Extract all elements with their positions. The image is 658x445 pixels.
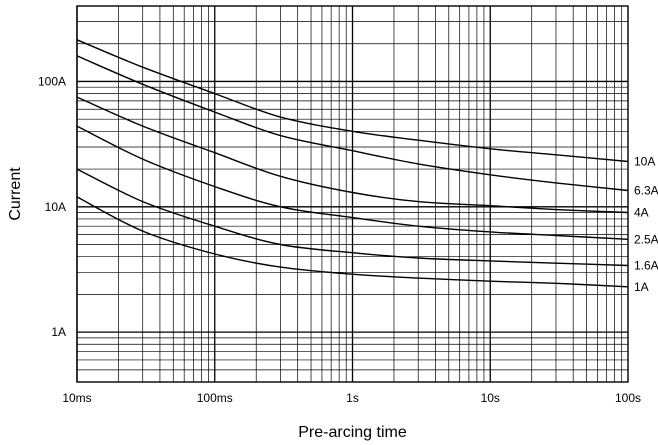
y-tick-labels: 1A 10A 100A xyxy=(38,74,66,339)
plot-frame xyxy=(76,5,629,383)
y-tick-label: 100A xyxy=(38,74,66,88)
y-tick-label: 1A xyxy=(51,325,66,339)
x-tick-label: 10s xyxy=(481,391,500,405)
x-tick-label: 100s xyxy=(615,391,641,405)
series-label-2.5A: 2.5A xyxy=(634,232,658,246)
series-labels: 10A 6.3A 4A 2.5A 1.6A 1A xyxy=(634,154,658,293)
series-label-6.3A: 6.3A xyxy=(634,183,658,197)
curve-2.5A xyxy=(76,125,629,240)
series-label-4A: 4A xyxy=(634,206,649,220)
curve-1A xyxy=(76,196,629,288)
y-tick-label: 10A xyxy=(45,200,66,214)
y-axis-title: Current xyxy=(7,167,24,221)
curve-1.6A xyxy=(76,168,629,267)
series-label-1A: 1A xyxy=(634,280,649,294)
x-tick-label: 100ms xyxy=(197,391,233,405)
curve-4A xyxy=(76,96,629,214)
x-tick-labels: 10ms 100ms 1s 10s 100s xyxy=(62,391,641,405)
x-tick-label: 1s xyxy=(346,391,359,405)
series-label-1.6A: 1.6A xyxy=(634,259,658,273)
x-tick-label: 10ms xyxy=(62,391,91,405)
curve-6.3A xyxy=(76,55,629,192)
series-curves xyxy=(76,39,629,288)
series-label-10A: 10A xyxy=(634,154,655,168)
x-axis-title: Pre-arcing time xyxy=(298,424,407,441)
curve-10A xyxy=(76,39,629,163)
